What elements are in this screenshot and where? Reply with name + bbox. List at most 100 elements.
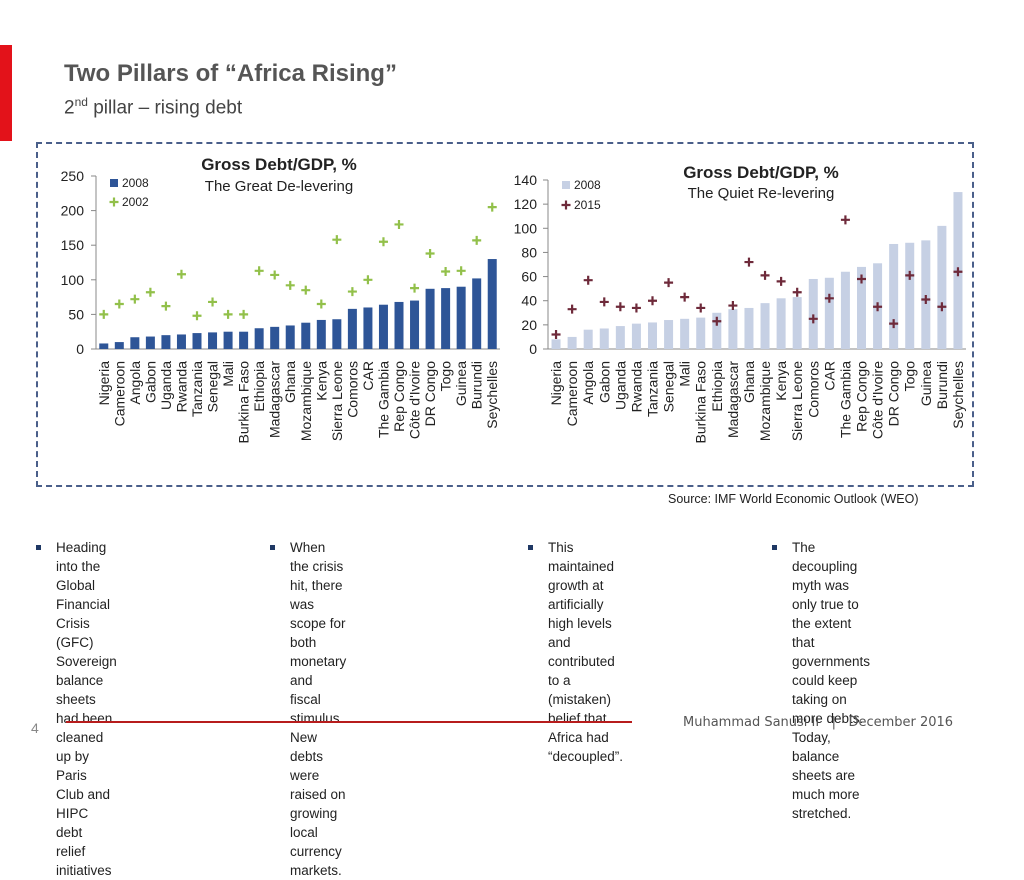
chart1-bar-sierra-leone [332, 319, 342, 349]
chart2-marker-cameroon [567, 304, 577, 314]
chart2-marker-dr-congo [889, 319, 899, 329]
chart2-bar-mali [680, 318, 690, 349]
chart2-category-label: Mali [677, 361, 693, 387]
page-number: 4 [31, 720, 39, 736]
chart1-category-label: Gabon [142, 361, 158, 403]
chart2-marker-senegal [664, 278, 674, 288]
chart2-marker-madagascar [728, 301, 738, 311]
chart1-category-label: Angola [127, 361, 143, 405]
chart2-marker-burkina-faso [696, 303, 706, 313]
chart2-bar-senegal [664, 320, 674, 349]
chart1-marker-rep-congo [394, 219, 404, 229]
bullet-line: only true to the extent that [792, 597, 859, 650]
chart2-category-label: Rep Congo [854, 361, 870, 432]
chart2-marker-guinea [921, 295, 931, 305]
chart1-legend-bar-label: 2008 [122, 176, 149, 190]
chart1-category-label: Ethiopia [251, 361, 267, 412]
footer-credit: Muhammad Sanusi II | December 2016 [683, 715, 953, 730]
bullet-marker [528, 545, 533, 550]
chart2-category-label: Kenya [773, 361, 789, 401]
chart2-marker-tanzania [648, 296, 657, 306]
chart1-bar-c-te-d-ivoire [410, 300, 420, 349]
chart1-category-label: Burundi [469, 361, 485, 409]
chart2-category-label: Burundi [934, 361, 950, 409]
bullet-line: artificially high levels and [548, 597, 612, 650]
chart1-category-label: Nigeria [96, 361, 112, 406]
chart1-bar-uganda [161, 335, 171, 349]
bullet-line: contributed to a [548, 654, 615, 688]
chart2-category-label: The Gambia [837, 361, 853, 438]
chart2-bar-uganda [615, 326, 625, 349]
chart2-bar-guinea [921, 240, 931, 349]
chart1-bar-ethiopia [254, 328, 264, 349]
chart2-marker-ghana [744, 257, 754, 267]
bullet-line: Today, balance sheets are [792, 730, 856, 783]
chart2-y-tick-label: 60 [521, 269, 537, 285]
chart2-category-label: Cameroon [564, 361, 580, 426]
chart2-marker-uganda [615, 302, 625, 312]
bullet-line: relief initiatives [56, 844, 112, 878]
chart1-marker-tanzania [192, 311, 202, 321]
chart1-bar-senegal [208, 332, 218, 349]
chart1-marker-guinea [456, 266, 466, 276]
chart1-marker-burundi [472, 235, 482, 245]
chart1-category-label: Kenya [313, 361, 329, 401]
chart1-bar-gabon [145, 336, 155, 349]
bullet-line: Financial Crisis (GFC) [56, 597, 111, 650]
chart2-bar-togo [905, 242, 915, 349]
chart1-marker-senegal [208, 297, 218, 307]
bullet-line: had been cleaned up by [56, 711, 113, 764]
chart1-title: Gross Debt/GDP, % [201, 155, 357, 174]
chart2-y-tick-label: 120 [514, 196, 538, 212]
chart1-subtitle: The Great De-levering [205, 178, 353, 195]
chart2-marker-gabon [599, 297, 609, 307]
chart1-category-label: Uganda [158, 361, 174, 410]
chart1-bar-seychelles [487, 259, 497, 349]
chart2-bar-ethiopia [712, 312, 722, 349]
chart2-bar-burundi [937, 225, 947, 349]
chart1-marker-gabon [145, 287, 155, 297]
chart1-category-label: Madagascar [267, 361, 283, 438]
chart1-marker-angola [130, 294, 140, 304]
chart2-y-tick-label: 0 [529, 341, 537, 357]
chart2-marker-kenya [776, 276, 786, 286]
chart1-marker-mozambique [301, 285, 311, 295]
bullet-line: Africa had “decoupled”. [548, 730, 624, 764]
footer-author: Muhammad Sanusi II [683, 715, 820, 730]
chart2-category-label: Angola [580, 361, 596, 405]
chart2-marker-sierra-leone [792, 287, 802, 297]
chart2-category-label: Burkina Faso [693, 361, 709, 444]
chart1-category-label: Togo [438, 361, 454, 392]
chart2-bar-mozambique [760, 303, 770, 349]
chart2-bar-kenya [776, 298, 786, 349]
chart1-bar-cameroon [114, 342, 124, 349]
bullet-line: raised on growing local [290, 787, 346, 840]
chart1-category-label: Rep Congo [391, 361, 407, 432]
chart1-y-tick-label: 0 [76, 341, 84, 357]
chart2-bar-gabon [599, 328, 609, 349]
chart2-bar-madagascar [728, 309, 738, 349]
chart1-marker-seychelles [487, 202, 497, 212]
chart1-marker-sierra-leone [332, 235, 342, 245]
chart1-marker-nigeria [99, 309, 109, 319]
bullet-marker [772, 545, 777, 550]
chart1-y-tick-label: 50 [68, 306, 84, 322]
chart1-marker-ghana [285, 280, 295, 290]
chart1-marker-dr-congo [425, 249, 435, 259]
chart2-title: Gross Debt/GDP, % [683, 163, 839, 182]
subtitle-text: pillar – rising debt [87, 97, 243, 119]
chart2-category-label: Gabon [596, 361, 612, 403]
chart1-bar-nigeria [99, 343, 109, 349]
chart2-bar-burkina-faso [696, 317, 706, 349]
chart2-bar-the-gambia [840, 271, 850, 349]
chart1-bar-burkina-faso [239, 331, 249, 349]
chart2-bar-cameroon [567, 336, 577, 349]
chart2-y-tick-label: 100 [514, 220, 538, 236]
chart2-legend-marker-swatch [561, 200, 571, 210]
chart1-category-label: CAR [360, 361, 376, 391]
chart2-marker-togo [905, 270, 915, 280]
chart2-category-label: Tanzania [645, 361, 661, 417]
bullet-line: taking on more debts. [792, 692, 864, 726]
chart2-y-tick-label: 140 [514, 172, 538, 188]
chart2-marker-mozambique [760, 270, 770, 280]
